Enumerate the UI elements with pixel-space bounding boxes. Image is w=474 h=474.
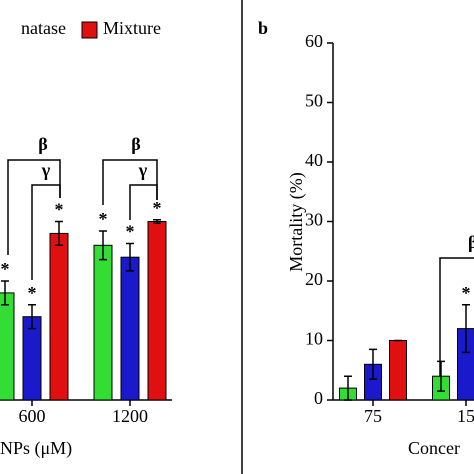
x-axis-label: NPs (μM) xyxy=(0,438,72,459)
annotation: γ xyxy=(41,160,51,180)
error-bar xyxy=(344,375,352,401)
x-tick-label: 75 xyxy=(364,406,382,426)
significance-marker: * xyxy=(55,200,64,220)
bracket xyxy=(439,257,474,380)
bracket xyxy=(102,159,158,205)
bracket xyxy=(31,184,61,280)
bracket xyxy=(7,159,61,255)
annotation: β xyxy=(468,232,474,252)
significance-marker: * xyxy=(99,209,108,229)
bar xyxy=(49,232,69,401)
bar xyxy=(120,256,140,401)
error-bar xyxy=(153,218,161,225)
significance-marker: * xyxy=(126,222,135,242)
legend-swatch xyxy=(81,21,98,39)
error-bar xyxy=(126,242,134,272)
y-tick-label: 20 xyxy=(305,269,323,289)
y-tick-label: 10 xyxy=(305,329,323,349)
error-bar xyxy=(1,280,9,306)
error-bar xyxy=(55,220,63,247)
bar xyxy=(389,340,407,401)
y-tick-label: 0 xyxy=(314,388,323,408)
panel-label: b xyxy=(258,18,268,38)
error-bar xyxy=(462,304,470,354)
y-tick-label: 50 xyxy=(305,91,323,111)
significance-marker: * xyxy=(28,283,37,303)
y-tick-label: 30 xyxy=(305,210,323,230)
legend-label: natase xyxy=(21,18,66,38)
bar xyxy=(0,292,15,401)
significance-marker: * xyxy=(153,198,162,218)
bar xyxy=(147,221,167,401)
significance-marker: * xyxy=(1,259,10,279)
y-axis-label: Mortality (%) xyxy=(286,172,307,271)
annotation: β xyxy=(38,134,47,154)
error-bar xyxy=(437,360,445,392)
significance-marker: * xyxy=(462,283,471,303)
y-tick-label: 60 xyxy=(305,31,323,51)
x-axis-label: Concer xyxy=(408,438,460,458)
bar xyxy=(93,244,113,401)
x-tick-label: 600 xyxy=(19,406,46,426)
legend-label: Mixture xyxy=(103,18,161,38)
bracket xyxy=(129,184,158,220)
error-bar xyxy=(369,348,377,380)
annotation: γ xyxy=(138,160,148,180)
y-tick-label: 40 xyxy=(305,150,323,170)
error-bar xyxy=(28,304,36,330)
x-tick-label: 1200 xyxy=(112,406,148,426)
x-tick-label: 15 xyxy=(457,406,474,426)
error-bar xyxy=(99,230,107,261)
annotation: β xyxy=(131,134,140,154)
